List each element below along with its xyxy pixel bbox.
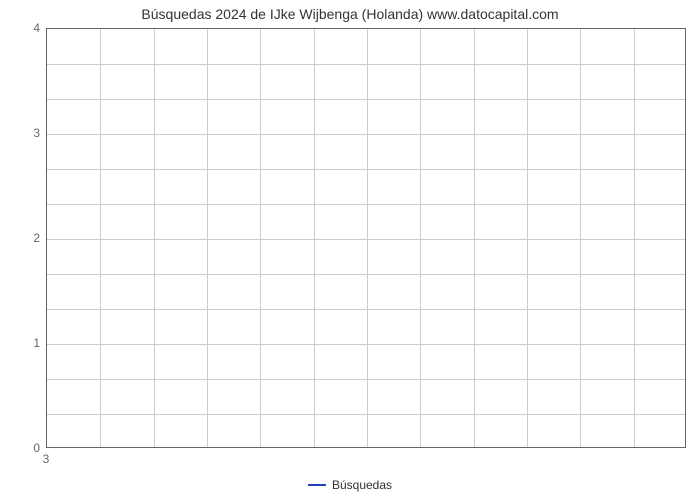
gridline-h-minor [47, 64, 685, 65]
gridline-v [154, 29, 155, 447]
gridline-h-major [47, 134, 685, 135]
legend: Búsquedas [308, 478, 392, 492]
gridline-v [367, 29, 368, 447]
gridline-v [580, 29, 581, 447]
ytick-label: 2 [26, 231, 40, 245]
gridline-v [474, 29, 475, 447]
gridline-h-minor [47, 99, 685, 100]
gridline-v [207, 29, 208, 447]
gridline-v [260, 29, 261, 447]
xtick-label: 3 [43, 452, 50, 466]
legend-swatch [308, 484, 326, 486]
ytick-label: 0 [26, 441, 40, 455]
gridline-h-minor [47, 309, 685, 310]
chart-title: Búsquedas 2024 de IJke Wijbenga (Holanda… [0, 6, 700, 22]
gridline-v [314, 29, 315, 447]
gridline-h-minor [47, 204, 685, 205]
gridline-v [100, 29, 101, 447]
legend-label: Búsquedas [332, 478, 392, 492]
gridline-h-minor [47, 274, 685, 275]
gridline-h-minor [47, 169, 685, 170]
gridline-h-minor [47, 379, 685, 380]
plot-area [46, 28, 686, 448]
gridline-v [420, 29, 421, 447]
ytick-label: 4 [26, 21, 40, 35]
gridline-h-minor [47, 414, 685, 415]
gridline-h-major [47, 239, 685, 240]
ytick-label: 3 [26, 126, 40, 140]
gridline-v [527, 29, 528, 447]
gridline-h-major [47, 344, 685, 345]
ytick-label: 1 [26, 336, 40, 350]
gridline-v [634, 29, 635, 447]
